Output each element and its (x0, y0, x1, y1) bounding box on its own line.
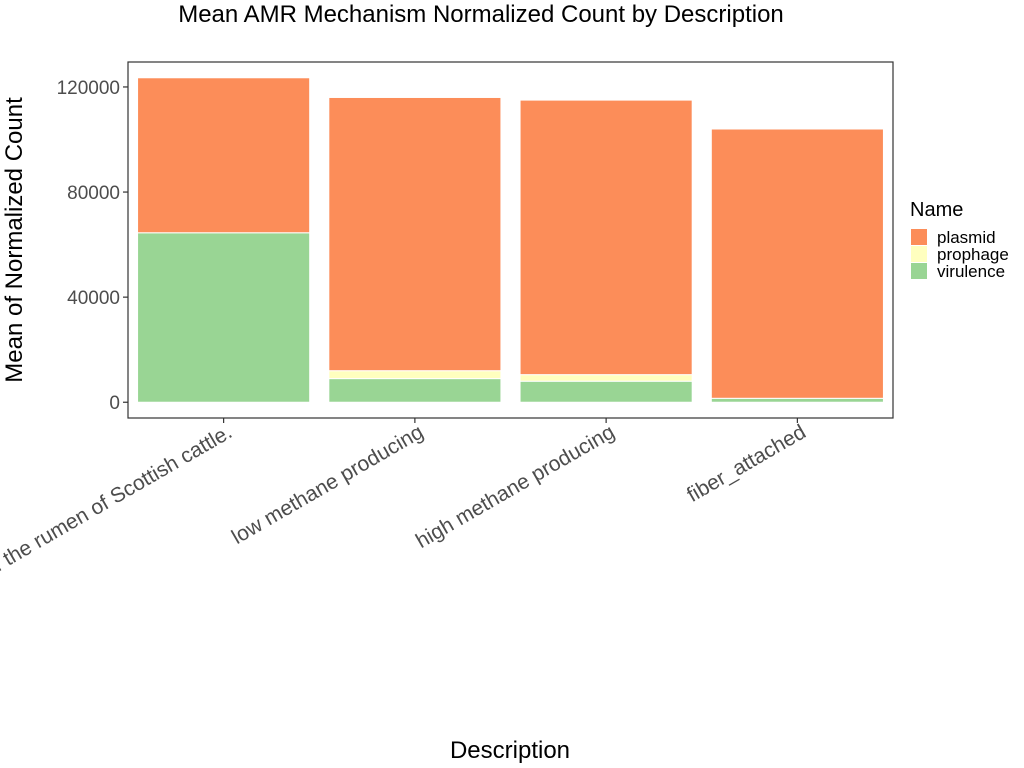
bar-prophage-2 (328, 370, 502, 380)
x-tick-label: low methane producing (228, 420, 428, 548)
x-axis-title: Description (450, 737, 570, 764)
x-tick-label: fiber_attached (683, 420, 810, 506)
bar-plasmid-2 (328, 96, 502, 372)
bar-prophage-3 (519, 374, 693, 382)
legend-label-plasmid: plasmid (937, 228, 996, 247)
bar-virulence-4 (710, 397, 884, 403)
chart-title: Mean AMR Mechanism Normalized Count by D… (178, 1, 784, 28)
legend-label-virulence: virulence (937, 262, 1005, 281)
y-tick-label: 40000 (67, 288, 120, 309)
bars-layer (137, 77, 884, 403)
legend-swatch-prophage (911, 246, 927, 262)
bar-virulence-1 (137, 232, 311, 403)
legend-swatch-virulence (911, 263, 927, 279)
legend-label-prophage: prophage (937, 245, 1009, 264)
bar-virulence-3 (519, 380, 693, 403)
legend-swatch-plasmid (911, 229, 927, 245)
bar-virulence-2 (328, 378, 502, 403)
y-tick-label: 120000 (57, 78, 120, 99)
bar-plasmid-4 (710, 128, 884, 399)
y-tick-label: 0 (109, 393, 120, 414)
x-tick-label: of the rumen of Scottish cattle. (0, 420, 236, 582)
bar-plasmid-1 (137, 77, 311, 234)
plot-panel-border (127, 61, 894, 419)
y-axis-title: Mean of Normalized Count (1, 97, 28, 383)
legend-title: Name (910, 199, 963, 221)
bar-plasmid-3 (519, 99, 693, 376)
x-tick-label: high methane producing (412, 420, 619, 553)
y-tick-label: 80000 (67, 183, 120, 204)
